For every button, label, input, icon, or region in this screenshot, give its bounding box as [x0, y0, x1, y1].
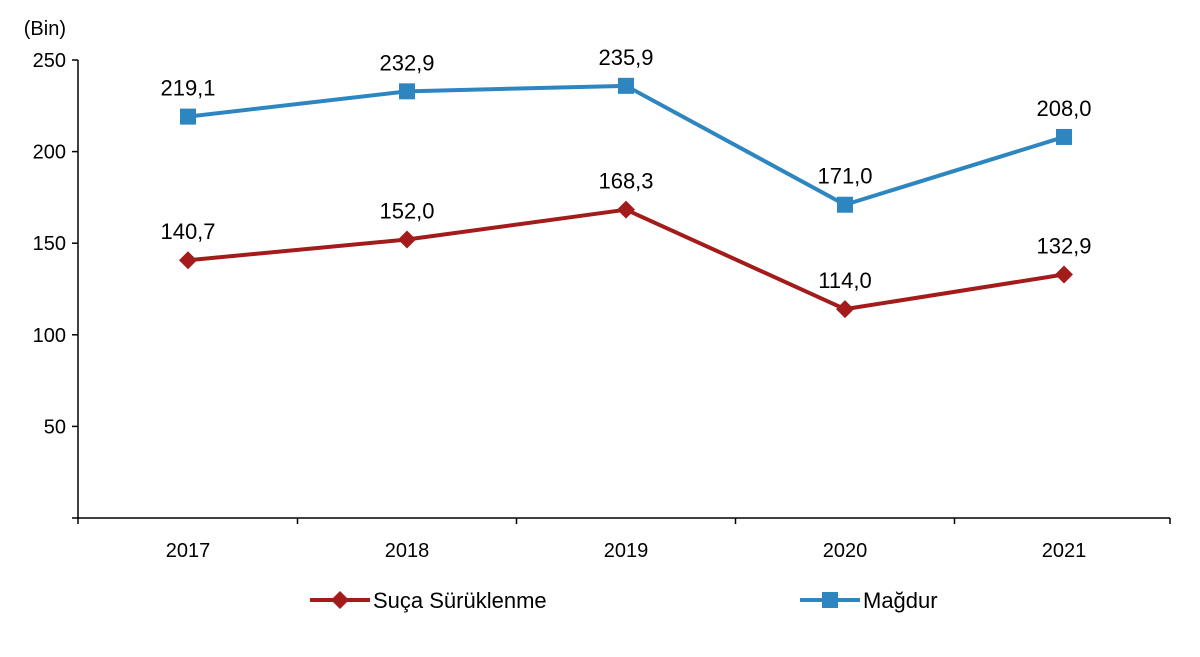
legend-marker-suca-suruklenme — [331, 591, 349, 609]
data-label-magdur: 219,1 — [160, 76, 215, 101]
y-tick-label: 150 — [33, 233, 66, 255]
data-point-magdur — [180, 108, 196, 125]
data-point-magdur — [618, 77, 634, 94]
data-point-suca-suruklenme — [836, 300, 854, 319]
data-label-suca-suruklenme: 114,0 — [818, 268, 871, 293]
y-tick-label: 200 — [33, 142, 66, 164]
x-tick-label: 2020 — [823, 540, 868, 562]
data-label-magdur: 208,0 — [1036, 96, 1091, 121]
data-point-suca-suruklenme — [1055, 265, 1073, 284]
data-label-suca-suruklenme: 168,3 — [598, 169, 653, 194]
legend-label-magdur: Mağdur — [863, 588, 938, 613]
y-tick-label: 100 — [33, 325, 66, 347]
legend-marker-magdur — [822, 592, 838, 608]
data-label-suca-suruklenme: 140,7 — [160, 219, 215, 244]
legend-item-magdur: Mağdur — [800, 588, 938, 613]
data-label-suca-suruklenme: 132,9 — [1036, 234, 1091, 259]
series-suca-suruklenme: 140,7 152,0 168,3 114,0 132,9 — [160, 169, 1092, 319]
data-point-magdur — [1056, 128, 1072, 145]
axes: 50 100 150 200 250 2017 2018 2019 2020 2021 — [33, 50, 1171, 562]
x-tick-label: 2018 — [385, 540, 430, 562]
x-tick-label: 2017 — [166, 540, 211, 562]
legend-label-suca-suruklenme: Suça Sürüklenme — [373, 588, 547, 613]
data-label-suca-suruklenme: 152,0 — [379, 199, 434, 224]
x-tick-label: 2021 — [1042, 540, 1087, 562]
data-point-magdur — [837, 196, 853, 213]
x-tick-label: 2019 — [604, 540, 649, 562]
data-label-magdur: 171,0 — [817, 164, 872, 189]
data-label-magdur: 232,9 — [379, 50, 434, 75]
legend: Suça Sürüklenme Mağdur — [310, 588, 938, 613]
data-label-magdur: 235,9 — [598, 45, 653, 70]
series-magdur: 219,1 232,9 235,9 171,0 208,0 — [160, 45, 1092, 213]
series-layer: 140,7 152,0 168,3 114,0 132,9 219,1 232,9 235,9… — [160, 45, 1092, 319]
data-point-suca-suruklenme — [398, 230, 416, 249]
y-tick-label: 250 — [33, 50, 66, 72]
data-point-magdur — [399, 83, 415, 100]
data-point-suca-suruklenme — [617, 200, 635, 219]
legend-item-suca-suruklenme: Suça Sürüklenme — [310, 588, 547, 613]
y-unit-label: (Bin) — [24, 18, 66, 40]
y-tick-label: 50 — [44, 416, 66, 438]
series-line-suca-suruklenme — [187, 207, 1065, 312]
data-point-suca-suruklenme — [179, 251, 197, 270]
